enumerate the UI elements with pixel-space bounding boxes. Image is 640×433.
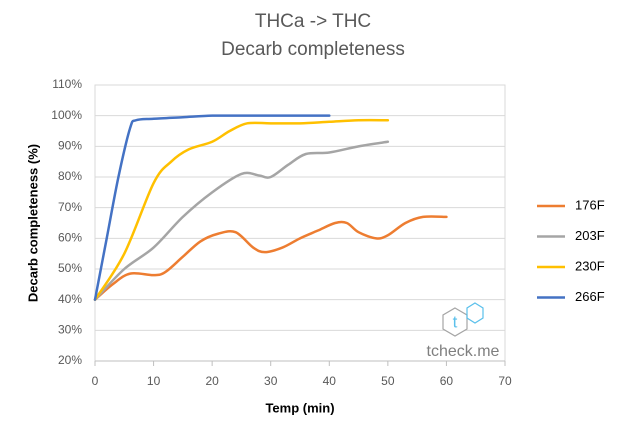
- legend-label: 203F: [575, 228, 605, 243]
- logo-hexagon-small: [466, 302, 484, 324]
- legend-label: 176F: [575, 197, 605, 212]
- y-tick-label: 90%: [58, 139, 82, 153]
- x-tick-label: 70: [498, 374, 512, 388]
- y-tick-label: 20%: [58, 353, 82, 367]
- y-tick-label: 30%: [58, 323, 82, 337]
- series-line: [93, 118, 390, 301]
- x-tick-label: 10: [147, 374, 161, 388]
- y-tick-label: 110%: [52, 77, 82, 91]
- x-tick-label: 50: [381, 374, 395, 388]
- legend-label: 230F: [575, 258, 605, 273]
- y-tick-label: 100%: [51, 108, 82, 122]
- series-line: [93, 140, 390, 301]
- x-tick-label: 40: [323, 374, 337, 388]
- legend-label: 266F: [575, 289, 605, 304]
- chart-title: THCa -> THC: [255, 11, 371, 32]
- series-line: [93, 215, 448, 301]
- y-tick-label: 70%: [58, 200, 82, 214]
- logo-letter: t: [453, 312, 458, 331]
- x-tick-label: 60: [440, 374, 454, 388]
- y-tick-label: 40%: [58, 292, 82, 306]
- series-line: [93, 114, 331, 301]
- y-tick-label: 50%: [58, 261, 82, 275]
- y-tick-label: 80%: [58, 169, 82, 183]
- y-tick-label: 60%: [58, 231, 82, 245]
- x-axis-title: Temp (min): [265, 400, 334, 415]
- chart-subtitle: Decarb completeness: [221, 39, 405, 60]
- x-tick-label: 20: [205, 374, 219, 388]
- watermark: tcheck.me: [427, 343, 500, 360]
- y-axis-title: Decarb completeness (%): [25, 144, 40, 302]
- x-tick-label: 30: [264, 374, 278, 388]
- x-tick-label: 0: [92, 374, 99, 388]
- logo: t: [442, 302, 484, 337]
